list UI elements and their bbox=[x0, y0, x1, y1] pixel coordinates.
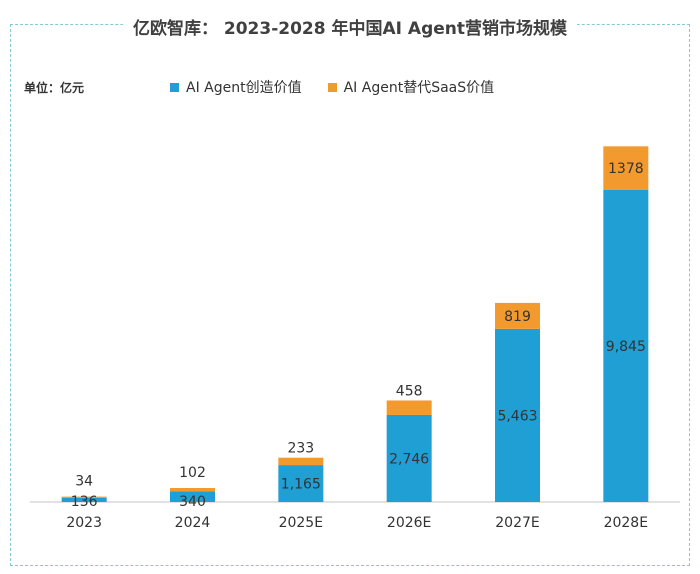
bar-series1-2025E bbox=[278, 465, 324, 502]
data-label-series1-2028E: 9,845 bbox=[606, 339, 646, 355]
legend-label-series1: AI Agent创造价值 bbox=[186, 80, 302, 96]
legend-label-series2: AI Agent替代SaaS价值 bbox=[343, 80, 495, 96]
bar-series1-2023 bbox=[61, 497, 107, 502]
unit-label: 单位：亿元 bbox=[24, 81, 85, 95]
bar-series2-2027E bbox=[495, 302, 540, 329]
bar-series1-2024 bbox=[170, 491, 215, 502]
data-label-series1-2027E: 5,463 bbox=[497, 408, 537, 424]
bar-series1-2027E bbox=[495, 328, 540, 502]
data-label-series2-2023: 34 bbox=[75, 474, 93, 490]
bar-series2-2028E bbox=[603, 146, 649, 190]
x-tick-label-2024: 2024 bbox=[175, 515, 211, 531]
data-label-series2-2025E: 233 bbox=[287, 441, 314, 457]
data-label-series1-2024: 340 bbox=[179, 494, 206, 510]
bar-series2-2025E bbox=[278, 457, 324, 466]
bar-series1-2028E bbox=[603, 189, 649, 502]
data-label-series2-2026E: 458 bbox=[396, 383, 423, 399]
legend-swatch-series2 bbox=[327, 82, 337, 92]
bar-series1-2026E bbox=[386, 414, 432, 502]
data-label-series2-2027E: 819 bbox=[504, 309, 531, 325]
x-tick-label-2026E: 2026E bbox=[387, 515, 431, 531]
data-label-series1-2025E: 1,165 bbox=[281, 477, 321, 493]
legend: AI Agent创造价值 AI Agent替代SaaS价值 bbox=[170, 77, 494, 97]
bar-series2-2023 bbox=[61, 496, 107, 498]
data-label-series1-2026E: 2,746 bbox=[389, 451, 429, 467]
bar-series2-2026E bbox=[386, 400, 432, 415]
bar-series2-2024 bbox=[170, 487, 215, 492]
data-label-series1-2023: 136 bbox=[71, 494, 98, 510]
data-label-series2-2028E: 1378 bbox=[608, 161, 644, 177]
x-tick-label-2025E: 2025E bbox=[279, 515, 323, 531]
x-tick-label-2028E: 2028E bbox=[604, 515, 648, 531]
legend-swatch-series1 bbox=[170, 82, 179, 92]
legend-item-series2: AI Agent替代SaaS价值 bbox=[327, 77, 495, 97]
chart-title-text: 亿欧智库： 2023-2028 年中国AI Agent营销市场规模 bbox=[122, 19, 577, 39]
chart-title: 亿欧智库： 2023-2028 年中国AI Agent营销市场规模 bbox=[0, 14, 700, 39]
data-label-series2-2024: 102 bbox=[179, 465, 206, 481]
x-tick-label-2023: 2023 bbox=[66, 515, 102, 531]
legend-item-series1: AI Agent创造价值 bbox=[170, 77, 302, 97]
x-tick-label-2027E: 2027E bbox=[495, 515, 539, 531]
